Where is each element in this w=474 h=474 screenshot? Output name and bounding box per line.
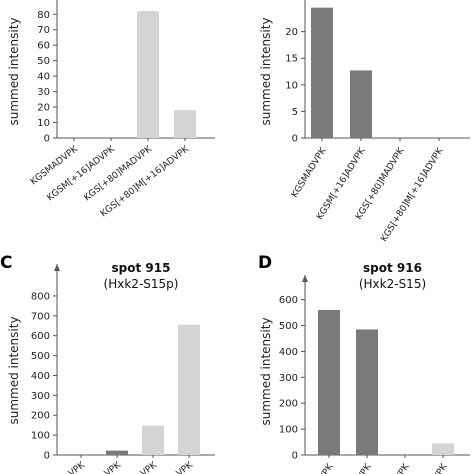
- y-tick-label: 40: [37, 72, 50, 83]
- y-tick-label: 80: [37, 10, 50, 21]
- y-tick-label: 70: [37, 25, 50, 36]
- y-tick-label: 5: [292, 107, 298, 118]
- y-axis-title: summed intensity: [7, 316, 21, 424]
- chart-title: spot 916: [363, 261, 422, 275]
- y-tick-label: 100: [279, 425, 298, 436]
- y-tick-label: 0: [44, 134, 50, 145]
- y-axis-title: summed intensity: [7, 17, 21, 125]
- y-tick-label: 500: [31, 351, 50, 362]
- y-tick-label: 300: [279, 373, 298, 384]
- bar: [106, 450, 128, 455]
- x-tick-label: KGSMADVPK: [290, 145, 329, 199]
- y-tick-label: 600: [31, 331, 50, 342]
- y-tick-label: 400: [279, 347, 298, 358]
- y-tick-label: 300: [31, 391, 50, 402]
- bar: [311, 7, 333, 138]
- chart-panel-d: 0 100 200 300 400 500 600 summed intensity VPK VP…: [258, 253, 470, 474]
- y-tick-label: 800: [31, 291, 50, 302]
- chart-subtitle: (Hxk2-S15): [359, 277, 426, 291]
- y-tick-label: 700: [31, 311, 50, 322]
- bar: [432, 443, 454, 455]
- y-axis-title: summed intensity: [259, 17, 273, 125]
- y-tick-label: 15: [285, 54, 298, 65]
- chart-title: spot 915: [112, 261, 171, 275]
- y-axis-arrow-icon: [302, 275, 308, 282]
- x-tick-label: VPK: [67, 460, 88, 474]
- x-tick-label: VPK: [139, 460, 160, 474]
- y-tick-label: 20: [37, 103, 50, 114]
- y-tick-label: 0: [44, 451, 50, 462]
- x-tick-label: VPK: [356, 461, 374, 474]
- y-tick-label: 60: [37, 41, 50, 52]
- y-tick-label: 10: [285, 80, 298, 91]
- y-tick-label: 200: [31, 411, 50, 422]
- panel-letter: D: [258, 253, 272, 273]
- bar: [356, 329, 378, 455]
- chart-panel-c: 0 100 200 300 400 500 600 700 800 summed intensit…: [0, 253, 215, 474]
- y-tick-label: 200: [279, 399, 298, 410]
- y-tick-label: 0: [292, 134, 298, 145]
- y-tick-label: 100: [31, 431, 50, 442]
- x-tick-label: VPK: [394, 461, 412, 474]
- x-tick-label: VPK: [103, 460, 124, 474]
- y-tick-label: 500: [279, 321, 298, 332]
- y-tick-label: 400: [31, 371, 50, 382]
- y-tick-label: 50: [37, 56, 50, 67]
- y-tick-label: 30: [37, 87, 50, 98]
- panel-letter: C: [0, 253, 12, 273]
- bar: [137, 11, 159, 138]
- y-axis-title: summed intensity: [259, 317, 273, 425]
- y-tick-label: 10: [37, 118, 50, 129]
- y-tick-label: 20: [285, 27, 298, 38]
- bar: [142, 425, 164, 455]
- bar: [350, 70, 372, 138]
- x-tick-label: KGS[+80]MADVPK: [82, 144, 154, 204]
- y-axis-arrow-icon: [54, 264, 60, 271]
- x-tick-label: VPK: [432, 461, 450, 474]
- y-tick-label: 0: [292, 451, 298, 462]
- y-tick-label: 600: [279, 295, 298, 306]
- bar: [174, 110, 196, 138]
- bar: [178, 324, 200, 455]
- x-tick-label: KGSM[+16]ADVPK: [45, 144, 117, 204]
- chart-subtitle: (Hxk2-S15p): [104, 277, 179, 291]
- x-tick-label: VPK: [318, 461, 336, 474]
- bar: [318, 310, 340, 455]
- x-tick-label: VPK: [175, 460, 196, 474]
